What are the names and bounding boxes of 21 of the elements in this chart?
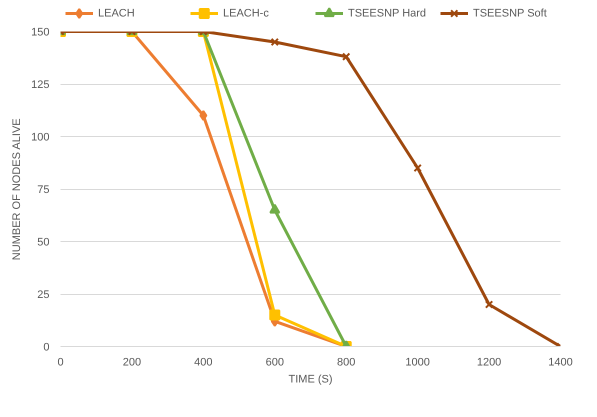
x-tick-label: 1000 [405,356,430,368]
legend-label: TSEESNP Soft [473,8,547,20]
y-tick-label: 100 [31,132,50,144]
y-tick-label: 25 [37,289,50,301]
y-tick-label: 75 [37,184,50,196]
y-tick-label: 0 [43,342,50,354]
legend-label: TSEESNP Hard [348,8,426,20]
y-tick-label: 50 [37,236,50,248]
y-tick-label: 150 [31,26,50,38]
x-axis-title: TIME (S) [288,374,333,386]
x-tick-label: 400 [194,356,213,368]
x-tick-label: 1200 [476,356,502,368]
y-tick-label: 125 [31,79,50,91]
y-axis-title: NUMBER OF NODES ALIVE [11,118,24,260]
legend-label: LEACH [98,8,135,20]
x-tick-label: 200 [122,356,142,368]
x-tick-label: 1400 [548,356,573,368]
x-tick-label: 0 [57,356,64,368]
legend-label: LEACH-c [223,8,270,20]
x-tick-label: 800 [337,356,356,368]
x-tick-label: 600 [266,356,284,368]
